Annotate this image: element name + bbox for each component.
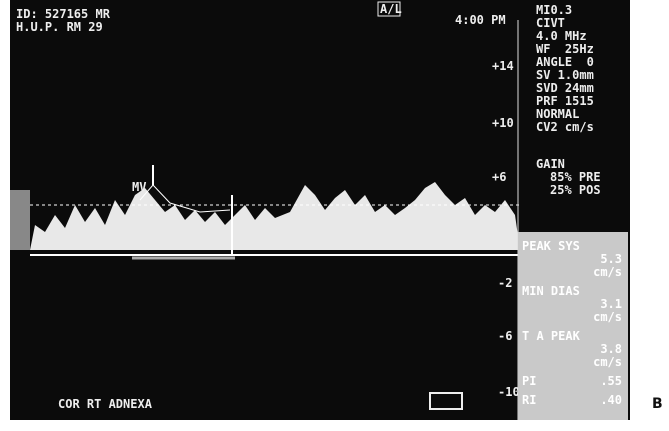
scale-label: +14 [492, 60, 514, 73]
side-gray [10, 190, 30, 250]
mode: A/L [380, 3, 402, 16]
measure-value: .55 [518, 375, 628, 388]
scale-label: -2 [498, 277, 512, 290]
icon [430, 393, 462, 409]
measure-unit: cm/s [518, 266, 628, 279]
location: H.U.P. RM 29 [16, 21, 103, 34]
measure-unit: cm/s [518, 311, 628, 324]
setting: CV2 cm/s [536, 121, 594, 134]
ultrasound-screen: ID: 527165 MR H.U.P. RM 29 A/L 4:00 PM M… [10, 0, 630, 420]
scale-label: +6 [492, 171, 506, 184]
gain-pos: 25% POS [550, 184, 601, 197]
page: ID: 527165 MR H.U.P. RM 29 A/L 4:00 PM M… [0, 0, 669, 431]
measure-unit: cm/s [518, 356, 628, 369]
time: 4:00 PM [455, 14, 506, 27]
panel-letter: B [652, 398, 663, 411]
measure-value: .40 [518, 394, 628, 407]
scale-label: -6 [498, 330, 512, 343]
scale-label: +10 [492, 117, 514, 130]
scale-label: -10 [498, 386, 520, 399]
site: COR RT ADNEXA [58, 398, 152, 411]
spectrum [30, 182, 520, 250]
marker: MV [132, 181, 146, 194]
